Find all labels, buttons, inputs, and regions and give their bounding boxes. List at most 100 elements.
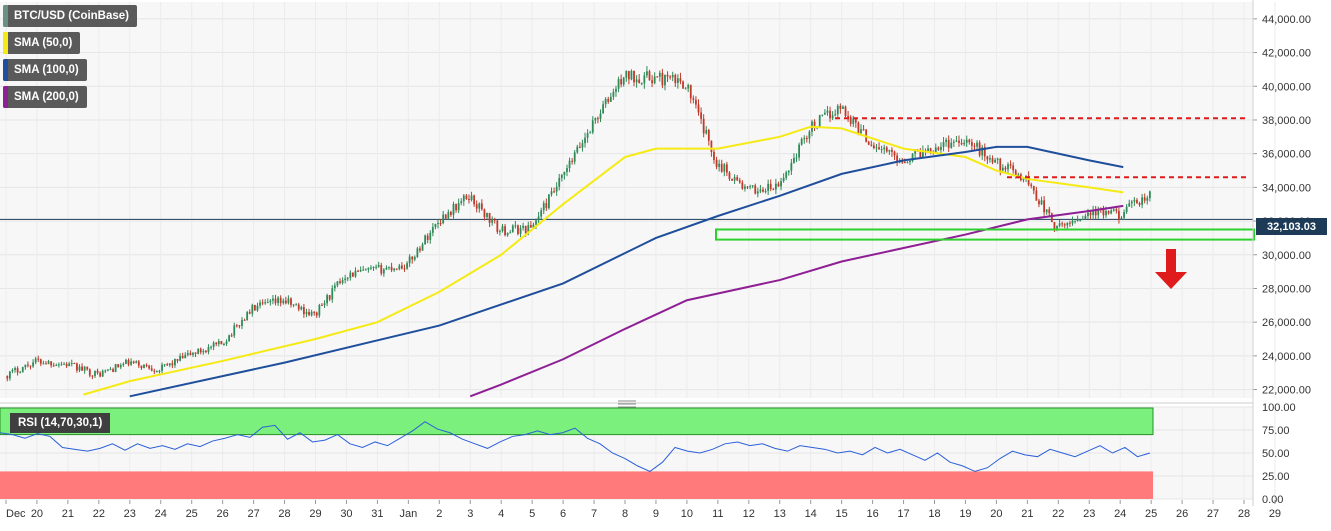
candle-body <box>158 370 161 372</box>
candle-body <box>388 266 390 268</box>
candle-body <box>793 157 795 163</box>
candle-body <box>818 115 821 128</box>
candle-body <box>292 304 295 306</box>
candle-body <box>452 204 455 215</box>
candle-body <box>52 365 55 367</box>
candle-body <box>148 365 151 369</box>
candle-body <box>756 191 759 194</box>
candle-body <box>408 256 411 264</box>
price-tick-label: 30,000.00 <box>1262 250 1311 262</box>
candle-body <box>1110 210 1113 214</box>
candle-body <box>127 359 130 365</box>
candle-body <box>669 76 672 78</box>
candle-body <box>553 191 555 193</box>
candle-body <box>744 186 746 189</box>
candle-body <box>823 112 826 115</box>
candle-body <box>439 222 442 224</box>
resize-handle-icon[interactable] <box>618 400 636 408</box>
candle-body <box>501 226 504 232</box>
candle-body <box>1125 206 1128 213</box>
candle-body <box>114 364 117 372</box>
candle-body <box>248 312 251 314</box>
candle-body <box>313 311 316 313</box>
candle-body <box>194 352 197 354</box>
candle-body <box>83 366 86 371</box>
candle-body <box>153 370 156 372</box>
candle-body <box>883 147 886 150</box>
candle-body <box>419 248 421 251</box>
candle-body <box>581 143 584 148</box>
candle-body <box>486 212 488 218</box>
legend-symbol[interactable]: BTC/USD (CoinBase) <box>3 5 138 27</box>
candle-body <box>488 212 491 223</box>
candle-body <box>1128 203 1131 207</box>
candle-body <box>125 359 127 364</box>
candle-body <box>50 361 53 366</box>
candle-body <box>893 151 896 156</box>
candle-body <box>1084 216 1087 219</box>
time-tick-label: 17 <box>897 508 909 520</box>
candle-body <box>1066 222 1069 226</box>
rsi-oversold-zone <box>0 471 1153 499</box>
legend-sma100[interactable]: SMA (100,0) <box>3 59 87 81</box>
candle-body <box>609 96 612 102</box>
legend-sma50[interactable]: SMA (50,0) <box>3 32 81 54</box>
candle-body <box>1022 178 1025 181</box>
rsi-tick-label: 0.00 <box>1262 494 1283 506</box>
time-tick-label: 14 <box>805 508 817 520</box>
sma-50-line <box>83 125 1124 396</box>
candle-body <box>710 140 713 152</box>
candle-body <box>155 370 158 372</box>
candle-body <box>42 363 45 365</box>
candle-body <box>199 348 202 353</box>
candle-body <box>1007 164 1009 170</box>
time-tick-label: 2 <box>436 508 442 520</box>
time-tick-label: 16 <box>866 508 878 520</box>
candle-body <box>834 114 837 116</box>
price-tick-label: 42,000.00 <box>1262 48 1311 60</box>
candle-body <box>524 225 527 234</box>
candle-body <box>622 77 625 85</box>
time-tick-label: 5 <box>529 508 535 520</box>
candle-body <box>720 163 723 172</box>
candle-body <box>767 183 770 191</box>
time-tick-label: 24 <box>1114 508 1126 520</box>
candle-body <box>346 277 349 279</box>
candle-body <box>1061 223 1064 225</box>
candle-body <box>382 269 385 274</box>
time-tick-label: 23 <box>1083 508 1095 520</box>
legend-sma200[interactable]: SMA (200,0) <box>3 86 87 108</box>
time-tick-label: 25 <box>1145 508 1157 520</box>
candle-body <box>447 212 450 219</box>
candle-body <box>465 195 468 199</box>
candle-body <box>821 114 824 116</box>
time-tick-label: 31 <box>371 508 383 520</box>
candle-body <box>39 359 42 364</box>
candle-body <box>444 214 447 219</box>
candle-body <box>176 359 179 361</box>
time-tick-label: 18 <box>928 508 940 520</box>
candle-body <box>34 358 37 363</box>
candle-body <box>738 180 741 183</box>
candle-body <box>228 335 230 342</box>
legend-rsi-label: RSI (14,70,30,1) <box>18 417 103 429</box>
candle-body <box>478 203 481 209</box>
candle-body <box>1136 199 1138 204</box>
candle-body <box>60 364 63 366</box>
candle-body <box>532 224 535 228</box>
candle-body <box>573 152 576 162</box>
candle-body <box>367 267 370 270</box>
candle-body <box>168 363 171 366</box>
legend-rsi[interactable]: RSI (14,70,30,1) <box>10 413 111 433</box>
candle-body <box>504 226 506 236</box>
time-tick-label: 20 <box>31 508 43 520</box>
candle-body <box>406 263 408 269</box>
candle-body <box>940 146 942 150</box>
candle-body <box>161 364 163 371</box>
candle-body <box>468 198 470 201</box>
candle-body <box>798 144 800 158</box>
candle-body <box>511 225 514 233</box>
candle-body <box>558 177 561 187</box>
